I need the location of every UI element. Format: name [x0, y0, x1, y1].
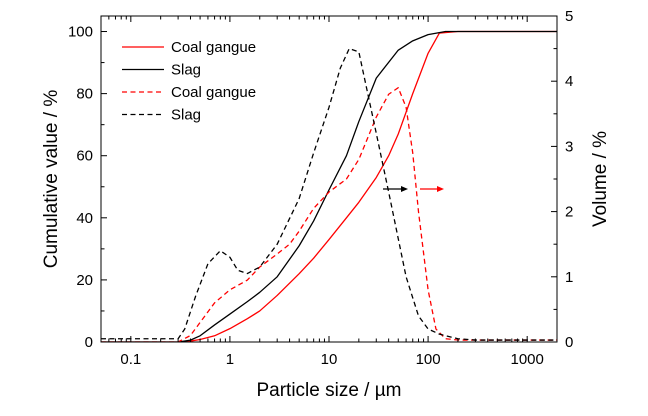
y-left-tick-label: 20: [76, 272, 93, 289]
x-tick-label: 1000: [510, 351, 543, 368]
x-tick-label: 10: [321, 351, 338, 368]
x-tick-label: 0.1: [120, 351, 141, 368]
series-line-0: [101, 30, 557, 342]
legend-label-2: Coal gangue: [171, 84, 256, 101]
x-axis-title: Particle size / µm: [256, 380, 401, 401]
x-tick-label: 100: [416, 351, 441, 368]
legend-label-3: Slag: [171, 107, 201, 124]
series-line-1: [101, 30, 557, 342]
y-left-tick-label: 60: [76, 148, 93, 165]
y-right-tick-label: 0: [565, 334, 573, 351]
annotation-layer: [383, 186, 444, 192]
y-left-tick-label: 80: [76, 86, 93, 103]
y-left-tick-label: 40: [76, 210, 93, 227]
y-left-tick-label: 0: [85, 334, 93, 351]
y-axis-title-left: Cumulative value / %: [41, 90, 62, 269]
series-line-3: [101, 47, 557, 341]
x-tick-label: 1: [226, 351, 234, 368]
y-left-tick-label: 100: [68, 24, 93, 41]
y-axis-title-right: Volume / %: [590, 131, 611, 227]
series-layer: [101, 30, 557, 342]
coal-gangue-right-axis-arrow-head: [437, 186, 444, 192]
legend-label-0: Coal gangue: [171, 39, 256, 56]
slag-right-axis-arrow-head: [401, 186, 408, 192]
y-right-tick-label: 4: [565, 73, 573, 90]
y-right-tick-label: 5: [565, 8, 573, 25]
legend-label-1: Slag: [171, 62, 201, 79]
y-right-tick-label: 1: [565, 269, 573, 286]
legend: Coal gangue Slag Coal gangue Slag: [122, 39, 256, 124]
series-line-2: [101, 87, 557, 342]
y-right-tick-label: 3: [565, 138, 573, 155]
plot-frame: [100, 15, 558, 343]
y-right-tick-label: 2: [565, 204, 573, 221]
